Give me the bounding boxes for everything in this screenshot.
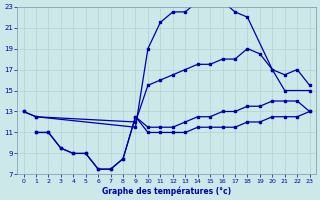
X-axis label: Graphe des températures (°c): Graphe des températures (°c) xyxy=(102,186,231,196)
